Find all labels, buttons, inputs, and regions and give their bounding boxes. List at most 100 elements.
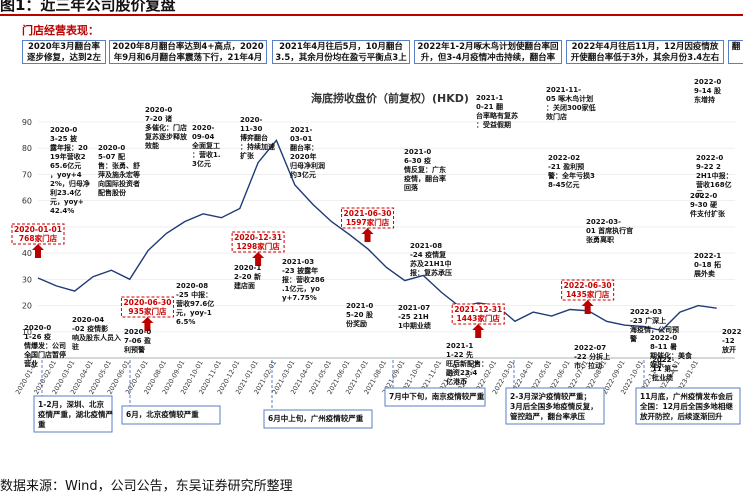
annotation: 2020-09-04 全面复工：营收1.3亿元 bbox=[191, 124, 221, 168]
annotation-line: 2020年 bbox=[290, 152, 316, 161]
data-source: 数据来源：Wind，公司公告，东吴证券研究所整理 bbox=[0, 479, 293, 494]
section-label: 门店经营表现： bbox=[22, 24, 99, 37]
annotation-line: 01 首席执行官 bbox=[586, 226, 633, 235]
annotation-line: 2-20 新 bbox=[234, 272, 261, 281]
y-tick-label: 80 bbox=[22, 144, 32, 153]
annotation-line: 2020-0 bbox=[98, 144, 125, 152]
up-arrow-icon bbox=[581, 300, 594, 314]
store-marker-count: 1443家门店 bbox=[457, 313, 501, 323]
annotation-line: 11 第二 bbox=[652, 364, 678, 373]
annotation-line: 报：营收286 bbox=[282, 275, 325, 284]
annotation-line: 营收97.6亿 bbox=[176, 299, 214, 308]
annotation-line: 3-25 披 bbox=[50, 134, 78, 143]
annotation-line: ：营收1. bbox=[192, 150, 221, 159]
annotation-line: 2021-0 bbox=[404, 148, 431, 156]
annotation-line: 情爆发：公司 bbox=[24, 341, 66, 350]
annotation-line: 建店面 bbox=[234, 281, 255, 290]
annotation-line: .1亿元，yo bbox=[282, 284, 320, 293]
annotation-line: 2022- bbox=[652, 356, 674, 364]
annotation-line: 2022-0 bbox=[650, 334, 677, 342]
annotation-line: 65.6亿元 bbox=[50, 161, 81, 170]
annotation-line: 0-18 拓 bbox=[694, 260, 721, 269]
event-frame bbox=[121, 405, 221, 425]
phase-box: 2022年1-2月啄木鸟计划使翻台率回升，但3-4月疫情冲击持续，翻台率2.5左… bbox=[414, 40, 562, 64]
annotation-line: 2021-1 bbox=[476, 94, 503, 102]
annotation-line: 2022-0 bbox=[696, 154, 723, 162]
annotation-line: 2021-1 bbox=[446, 342, 473, 350]
annotation-line: 融资23.4 bbox=[446, 368, 477, 377]
annotation: 2020-08-25 中报：营收97.6亿元，yoy-16.5% bbox=[176, 282, 214, 326]
annotation-line: 8-11 暑 bbox=[650, 342, 677, 351]
event-text: 2-3月深沪疫情较严重； bbox=[510, 391, 591, 402]
event-text: 1-2月，深圳、北京 bbox=[38, 399, 105, 409]
annotation-line: ：关闭300家低 bbox=[546, 103, 596, 112]
annotation-line: 2020-0 bbox=[50, 126, 77, 134]
up-arrow-icon bbox=[252, 252, 265, 266]
event-text: 7月中下旬，南京疫情较严重 bbox=[389, 391, 485, 401]
annotation-line: 展外卖 bbox=[693, 269, 715, 278]
annotation-line: 翻台率： bbox=[290, 143, 318, 152]
up-arrow-icon bbox=[361, 228, 374, 242]
annotation-line: 2020-04 bbox=[72, 316, 104, 324]
annotation-line: 2021- bbox=[290, 126, 312, 134]
annotation-line: 警 bbox=[630, 334, 637, 343]
annotation-line: 2020-1 bbox=[234, 264, 261, 272]
annotation-line: 警：全年亏损3 bbox=[548, 171, 595, 180]
phase-row: 2020年3月翻台率逐步修复，达到2左右 2020年8月翻台率达到4+高点，20… bbox=[0, 40, 743, 74]
annotation-line: 7-20 诸 bbox=[145, 114, 172, 123]
annotation-line: 批业绩 bbox=[652, 373, 673, 382]
up-arrow-icon bbox=[141, 317, 154, 331]
annotation-line: 9-30 硬 bbox=[690, 200, 718, 209]
annotation-line: 42.4% bbox=[50, 207, 74, 215]
annotation-line: ，yoy+4 bbox=[50, 171, 82, 179]
annotation-line: 期催化：美食 bbox=[650, 351, 693, 360]
annotation-line: 1中期业绩 bbox=[398, 321, 431, 330]
annotation: 2022-12 放开 bbox=[721, 328, 742, 354]
annotation-line: 2022 bbox=[722, 328, 742, 336]
annotation-line: ：受益假期 bbox=[476, 120, 511, 129]
annotation-line: 8-45亿元 bbox=[548, 180, 580, 189]
store-marker-date: 2020-01-01 bbox=[14, 225, 62, 234]
event-text: 11月底，广州疫情发布会后 bbox=[640, 391, 733, 401]
y-tick-label: 60 bbox=[22, 197, 32, 206]
annotation-line: 2020-08 bbox=[176, 282, 208, 290]
store-marker-date: 2021-12-31 bbox=[454, 305, 502, 314]
annotation-line: -21 盈利预 bbox=[548, 162, 584, 171]
event-frame bbox=[635, 387, 741, 425]
annotation-line: 东增持 bbox=[694, 95, 715, 104]
phase-box: 2020年8月翻台率达到4+高点，2020年9月和6月翻台率震荡下行，21年4月… bbox=[109, 40, 267, 64]
annotation-line: 营收168亿 bbox=[696, 180, 732, 189]
annotation-line: 利23.4亿 bbox=[50, 188, 81, 197]
event-text: 管控趋严，翻台率承压 bbox=[510, 411, 585, 421]
annotation-line: 配售股份 bbox=[98, 188, 127, 197]
annotation-line: y+7.75% bbox=[282, 294, 317, 302]
annotation-line: 2022-07 bbox=[574, 344, 606, 352]
annotation-line: 2021-0 bbox=[346, 302, 373, 310]
event-frame bbox=[263, 409, 373, 429]
annotation-line: -23 披露年 bbox=[282, 266, 318, 275]
y-axis: 0102030405060708090 bbox=[22, 118, 735, 363]
annotation-line: 娱乐 bbox=[650, 360, 664, 369]
annotation-line: -02 疫情影 bbox=[72, 324, 108, 333]
annotation-line: 效门店 bbox=[546, 112, 567, 121]
event-box: 6月，北京疫情较严重 bbox=[121, 360, 221, 425]
event-text: 全国：12月后全国多地相继 bbox=[639, 401, 733, 411]
annotation-line: -22 分拆上 bbox=[574, 352, 610, 361]
